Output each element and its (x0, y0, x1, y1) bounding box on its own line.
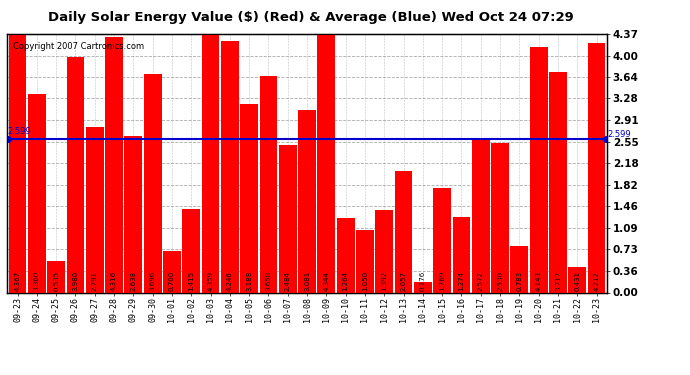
Bar (356, 230, 374, 292)
Text: 4.359: 4.359 (208, 271, 213, 291)
Text: 2.057: 2.057 (401, 271, 406, 291)
Bar (144, 74, 161, 292)
Bar (86, 127, 104, 292)
Text: 1.769: 1.769 (439, 270, 445, 291)
Text: 2.530: 2.530 (497, 271, 503, 291)
Text: 4.246: 4.246 (227, 271, 233, 291)
Text: 4.143: 4.143 (535, 271, 542, 291)
Text: 2.638: 2.638 (130, 271, 137, 291)
Text: 2.599: 2.599 (7, 127, 30, 136)
Text: 1.264: 1.264 (343, 271, 348, 291)
Text: 1.415: 1.415 (188, 271, 195, 291)
Bar (549, 72, 567, 292)
Bar (395, 171, 413, 292)
Text: 1.274: 1.274 (458, 271, 464, 291)
Bar (201, 34, 219, 292)
Text: 3.696: 3.696 (150, 270, 156, 291)
Bar (221, 41, 239, 292)
Text: 0.176: 0.176 (420, 270, 426, 291)
Bar (337, 217, 355, 292)
Bar (588, 43, 605, 292)
Bar (28, 93, 46, 292)
Bar (163, 251, 181, 292)
Bar (491, 143, 509, 292)
Text: 3.980: 3.980 (72, 270, 79, 291)
Text: 4.367: 4.367 (14, 271, 21, 291)
Bar (317, 35, 335, 292)
Text: 0.431: 0.431 (574, 271, 580, 291)
Text: 3.188: 3.188 (246, 270, 252, 291)
Bar (472, 140, 490, 292)
Bar (182, 209, 200, 292)
Bar (9, 34, 26, 292)
Text: 2.599: 2.599 (607, 130, 631, 139)
Text: 1.392: 1.392 (382, 271, 387, 291)
Bar (105, 37, 123, 292)
Bar (279, 146, 297, 292)
Text: 2.791: 2.791 (92, 271, 98, 291)
Text: 3.081: 3.081 (304, 270, 310, 291)
Text: 4.344: 4.344 (324, 271, 329, 291)
Text: 2.484: 2.484 (285, 271, 290, 291)
Bar (240, 104, 258, 292)
Bar (414, 282, 432, 292)
Text: 4.316: 4.316 (111, 271, 117, 291)
Bar (375, 210, 393, 292)
Text: 2.572: 2.572 (477, 271, 484, 291)
Text: Copyright 2007 Cartronics.com: Copyright 2007 Cartronics.com (13, 42, 144, 51)
Text: 0.700: 0.700 (169, 270, 175, 291)
Bar (433, 188, 451, 292)
Bar (298, 110, 316, 292)
Text: 3.360: 3.360 (34, 270, 40, 291)
Text: 0.783: 0.783 (516, 270, 522, 291)
Text: 3.658: 3.658 (266, 271, 271, 291)
Bar (66, 57, 84, 292)
Text: 4.212: 4.212 (593, 271, 600, 291)
Bar (530, 47, 548, 292)
Text: 3.717: 3.717 (555, 270, 561, 291)
Bar (259, 76, 277, 292)
Bar (124, 136, 142, 292)
Bar (453, 217, 471, 292)
Bar (511, 246, 529, 292)
Text: 1.050: 1.050 (362, 271, 368, 291)
Bar (569, 267, 586, 292)
Text: Daily Solar Energy Value ($) (Red) & Average (Blue) Wed Oct 24 07:29: Daily Solar Energy Value ($) (Red) & Ave… (48, 11, 573, 24)
Bar (47, 261, 65, 292)
Text: 0.535: 0.535 (53, 271, 59, 291)
